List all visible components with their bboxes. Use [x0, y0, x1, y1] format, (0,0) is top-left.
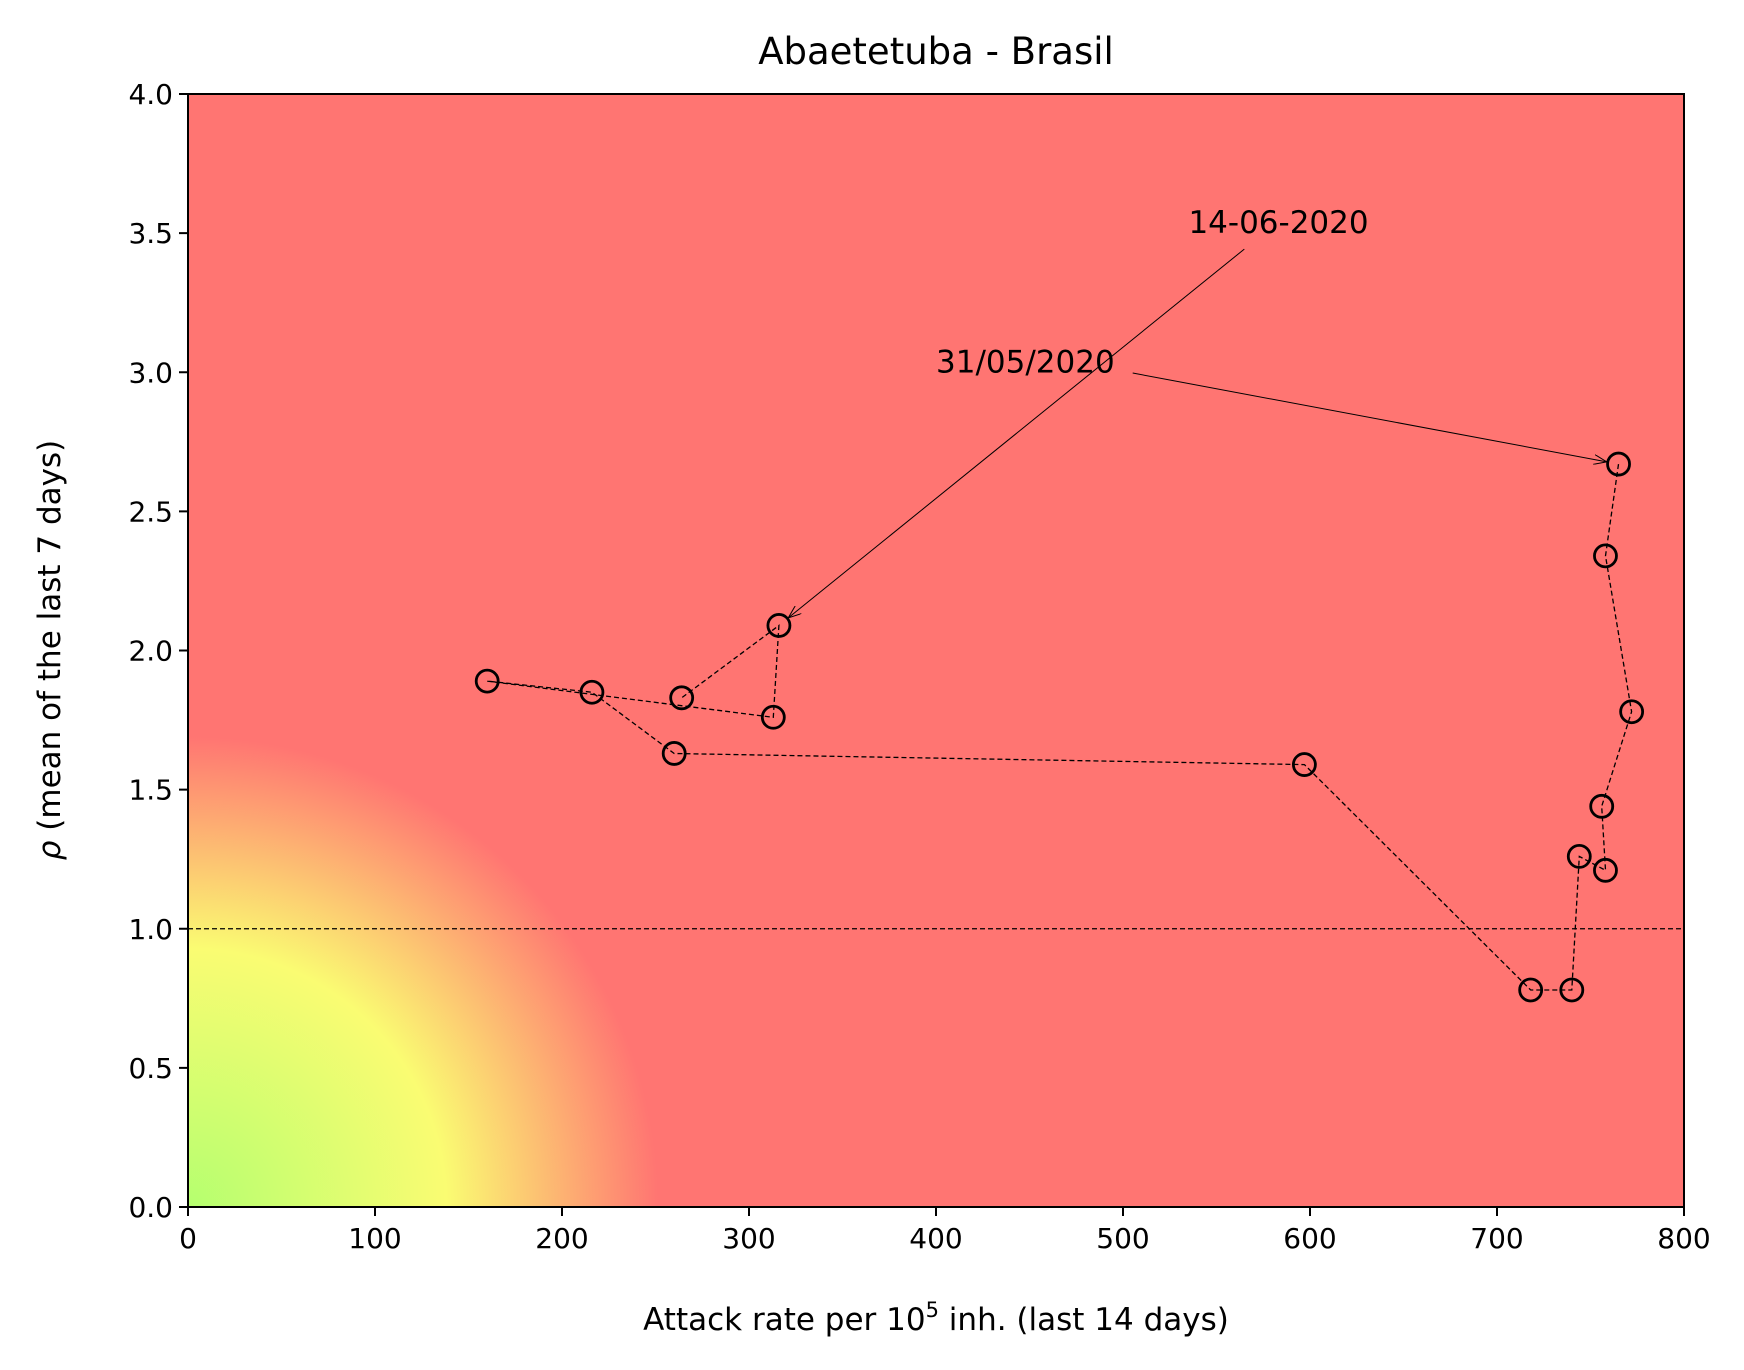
x-axis-title: Attack rate per 105 inh. (last 14 days) [643, 1298, 1229, 1338]
x-tick-label: 400 [909, 1222, 962, 1255]
x-axis-title-prefix: Attack rate per 10 [643, 1302, 925, 1338]
annotation-label: 31/05/2020 [936, 344, 1115, 380]
x-tick-label: 600 [1283, 1222, 1336, 1255]
y-tick-label: 3.5 [128, 217, 173, 250]
series-lines [487, 464, 1633, 991]
y-tick-label: 0.5 [128, 1052, 173, 1085]
data-point [1593, 543, 1618, 569]
x-tick-label: 0 [179, 1222, 197, 1255]
x-axis-title-suffix: inh. (last 14 days) [939, 1302, 1229, 1338]
annotation-arrow [1132, 372, 1607, 462]
y-tick-label: 0.0 [128, 1191, 173, 1224]
series-line [487, 464, 1633, 991]
data-point [1619, 699, 1645, 725]
data-point [1559, 977, 1585, 1003]
y-axis-ticks: 0.0 0.5 1.0 1.5 2.0 2.5 3.0 3.5 4.0 [128, 78, 188, 1224]
data-point [1606, 451, 1631, 477]
data-point [1518, 977, 1544, 1003]
y-axis-title-text: (mean of the last 7 days) [32, 440, 68, 841]
data-point [1566, 844, 1592, 869]
chart-title: Abaetetuba - Brasil [758, 30, 1114, 73]
annotation-arrow [788, 248, 1245, 618]
y-axis-title-symbol: ρ [32, 840, 68, 860]
y-axis-title: ρ (mean of the last 7 days) [32, 440, 68, 860]
x-tick-label: 200 [535, 1222, 588, 1255]
data-point [474, 668, 500, 694]
y-tick-label: 4.0 [128, 78, 173, 111]
y-tick-label: 3.0 [128, 356, 173, 389]
data-point [661, 741, 687, 766]
y-tick-label: 1.5 [128, 774, 173, 807]
data-point [766, 613, 792, 638]
x-tick-label: 800 [1657, 1222, 1710, 1255]
plot-background-gradient [188, 94, 1684, 1207]
x-axis-title-superscript: 5 [926, 1298, 939, 1322]
annotation-arrows [788, 248, 1607, 618]
data-point [1589, 793, 1615, 819]
x-axis-ticks: 0 100 200 300 400 500 600 700 800 [179, 1207, 1711, 1255]
series-markers [474, 451, 1645, 1003]
annotation-label: 14-06-2020 [1188, 205, 1368, 241]
data-point [1593, 857, 1618, 883]
data-point [579, 679, 605, 705]
y-tick-label: 2.0 [128, 635, 173, 668]
x-tick-label: 500 [1096, 1222, 1149, 1255]
data-point [760, 704, 786, 730]
x-tick-label: 700 [1470, 1222, 1523, 1255]
data-point [669, 685, 695, 711]
y-tick-label: 2.5 [128, 495, 173, 528]
x-tick-label: 300 [722, 1222, 775, 1255]
plot-area [188, 94, 1684, 1207]
x-tick-label: 100 [348, 1222, 401, 1255]
y-tick-label: 1.0 [128, 913, 173, 946]
data-point [1291, 752, 1317, 777]
annotation-labels: 31/05/2020 14-06-2020 [936, 205, 1369, 380]
